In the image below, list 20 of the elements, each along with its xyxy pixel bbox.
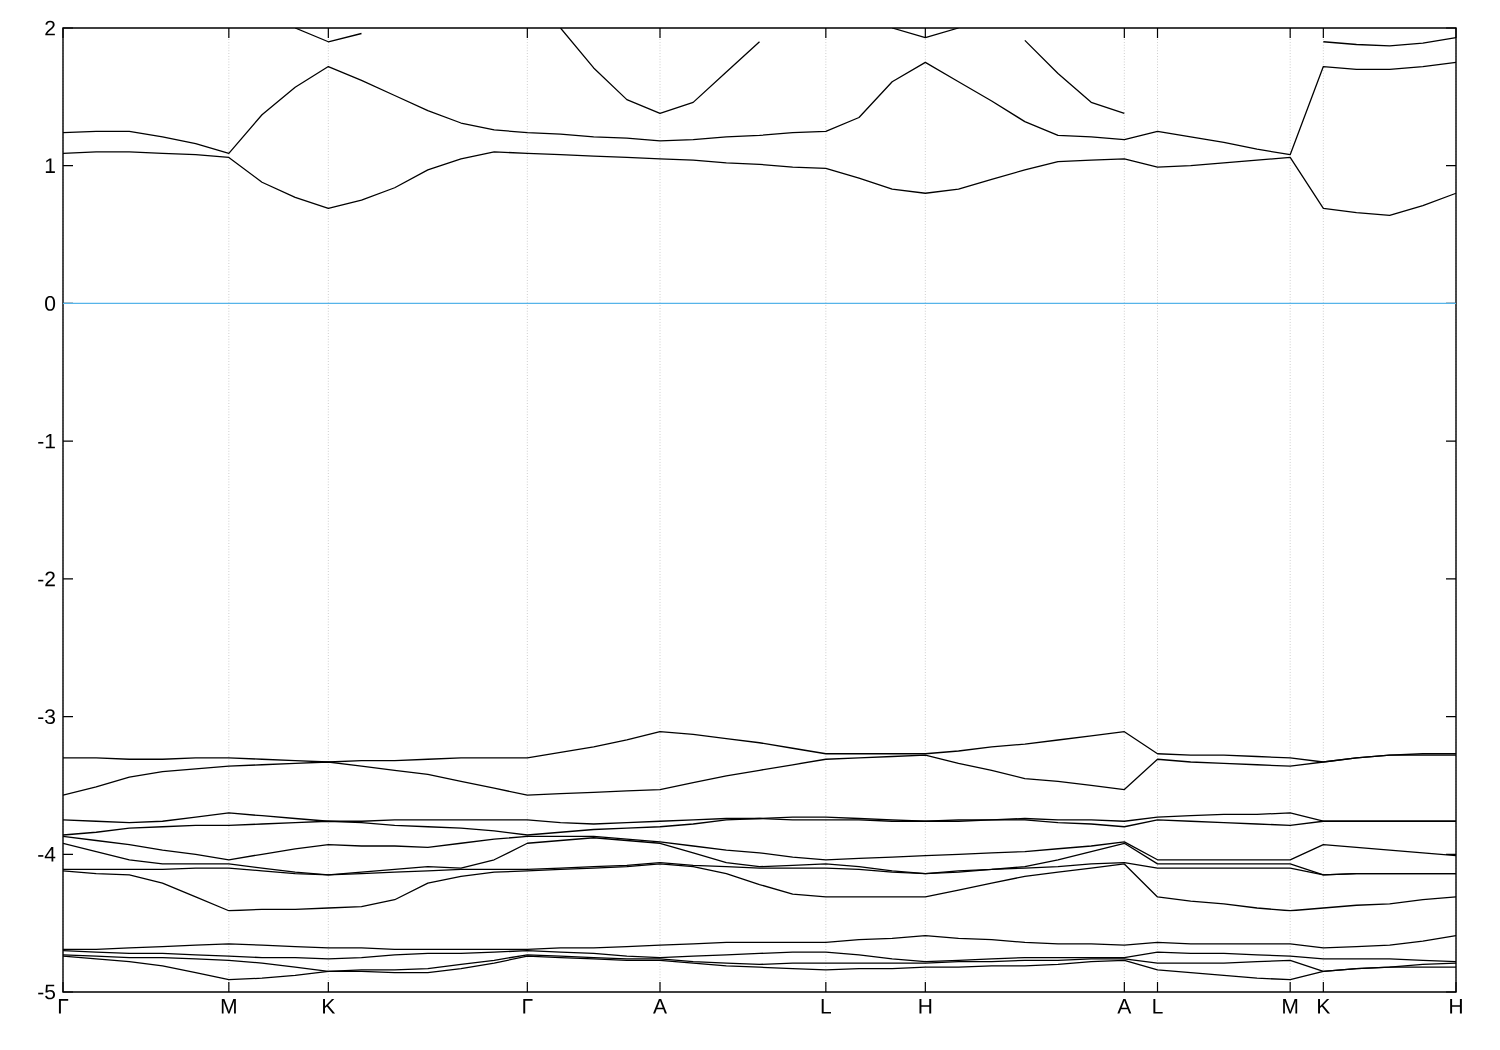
- x-tick-label: H: [1450, 999, 1462, 1014]
- y-tick-label: -5: [38, 984, 56, 1000]
- x-tick-label: K: [1318, 999, 1331, 1014]
- x-tick-label: M: [221, 999, 236, 1014]
- y-tick-label: -1: [38, 433, 55, 449]
- x-tick-label: Γ: [523, 999, 533, 1014]
- y-tick-label: 0: [45, 296, 56, 311]
- x-tick-label: Γ: [58, 999, 69, 1014]
- x-tick-label: L: [821, 999, 831, 1014]
- x-tick-label: A: [1117, 999, 1132, 1014]
- x-tick-label: H: [919, 999, 932, 1014]
- x-tick-label: K: [323, 999, 336, 1014]
- y-tick-label: -3: [38, 709, 56, 725]
- y-tick-label: 1: [45, 158, 55, 173]
- y-tick-label: 2: [45, 20, 55, 36]
- y-tick-label: -4: [38, 847, 56, 862]
- x-tick-label: A: [653, 999, 667, 1014]
- y-tick-label: -2: [38, 571, 55, 587]
- x-tick-label: M: [1283, 999, 1298, 1014]
- x-tick-label: L: [1153, 999, 1163, 1014]
